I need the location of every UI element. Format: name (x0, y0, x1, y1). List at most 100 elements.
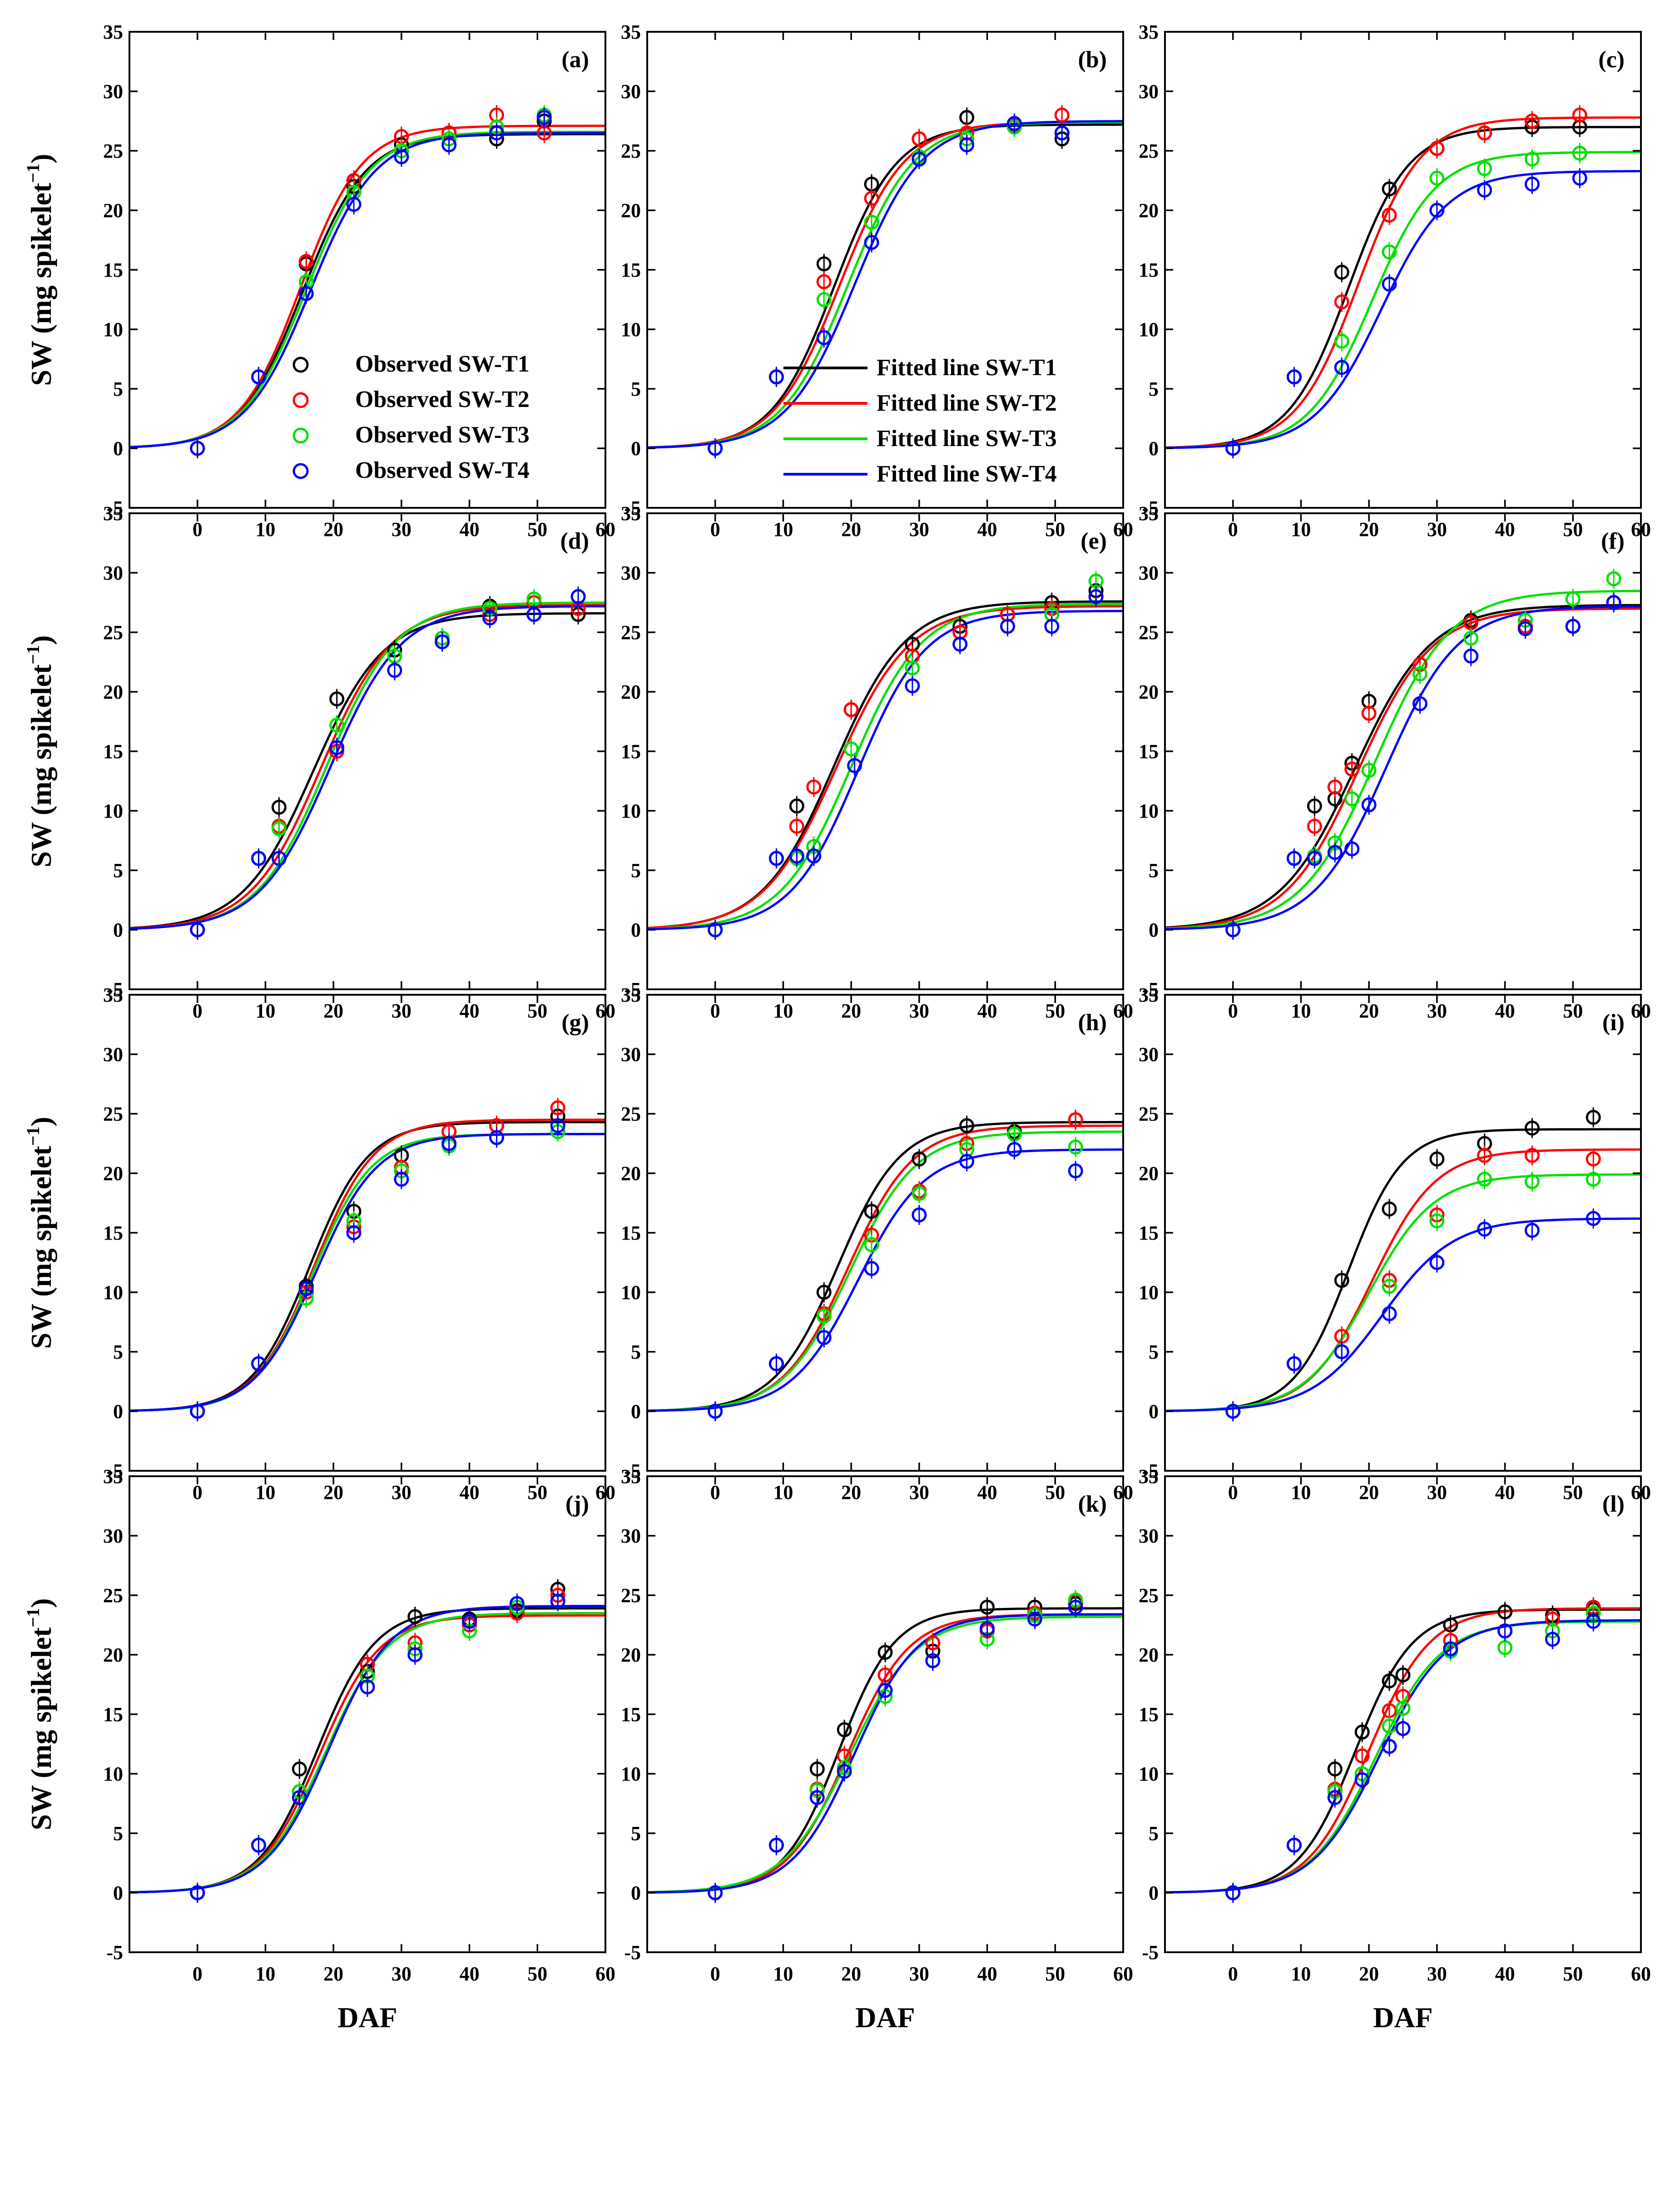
observed-point-t4 (1586, 1211, 1601, 1226)
fitted-line-t3 (647, 1131, 1123, 1412)
y-tick-label: 25 (103, 1584, 123, 1607)
observed-point-t4 (1334, 1344, 1349, 1360)
y-tick-label: 20 (1139, 199, 1159, 222)
x-tick-label: 0 (710, 1963, 720, 1985)
x-tick-label: 50 (1563, 1963, 1583, 1985)
panel-label: (d) (560, 528, 589, 554)
x-tick-label: 50 (1563, 1000, 1583, 1022)
observed-point-t3 (816, 1308, 832, 1324)
observed-point-t1 (292, 1761, 307, 1777)
x-tick-label: 30 (1427, 518, 1447, 541)
x-tick-label: 50 (527, 1963, 547, 1985)
x-tick-label: 20 (841, 1481, 861, 1503)
observed-point-t4 (708, 1404, 723, 1419)
observed-point-t4 (441, 1136, 457, 1151)
x-tick-label: 30 (1427, 1963, 1447, 1985)
y-tick-label: 20 (1139, 1162, 1159, 1185)
observed-point-t4 (1497, 1623, 1513, 1639)
observed-point-t4 (190, 922, 205, 938)
x-tick-label: 50 (1045, 1963, 1065, 1985)
y-tick-label: 30 (1139, 1043, 1159, 1066)
x-tick-label: 30 (392, 1481, 411, 1503)
observed-point-t4 (1225, 922, 1241, 938)
y-tick-label: 25 (1139, 1103, 1159, 1125)
observed-point-t3 (1361, 763, 1377, 778)
observed-point-t4 (1477, 1221, 1492, 1237)
observed-point-t2 (1429, 141, 1445, 156)
observed-point-t4 (298, 286, 314, 301)
x-tick-label: 30 (1427, 1481, 1447, 1503)
legend-label: Observed SW-T1 (355, 351, 530, 377)
x-tick-label: 10 (1291, 518, 1311, 541)
observed-point-t1 (1334, 1273, 1349, 1288)
panel-label: (j) (565, 1491, 589, 1517)
y-tick-label: 0 (631, 1400, 641, 1423)
observed-point-t3 (1429, 170, 1445, 186)
y-tick-label: 20 (103, 1162, 123, 1185)
observed-point-t1 (980, 1599, 995, 1615)
legend-marker-t2 (292, 392, 309, 408)
y-tick-label: 35 (1139, 1465, 1159, 1488)
y-axis-title: SW (mg spikelet−1) (23, 1598, 57, 1831)
x-tick-label: 20 (1359, 1963, 1379, 1985)
observed-point-t4 (292, 1790, 307, 1805)
y-tick-label: 25 (621, 1584, 641, 1607)
observed-point-t4 (837, 1764, 852, 1779)
observed-point-t2 (864, 191, 879, 206)
x-tick-label: 0 (710, 1000, 720, 1022)
fitted-line-t4 (647, 1148, 1123, 1412)
observed-point-t4 (526, 607, 542, 622)
x-tick-label: 50 (527, 518, 547, 541)
x-tick-label: 50 (527, 1481, 547, 1503)
observed-point-t4 (251, 1837, 266, 1853)
observed-point-t3 (271, 821, 287, 836)
y-tick-label: -5 (1142, 1460, 1159, 1482)
fitted-line-t2 (1165, 607, 1641, 929)
observed-point-t4 (912, 1207, 927, 1223)
legend-label: Observed SW-T4 (355, 457, 530, 483)
observed-point-t4 (768, 851, 784, 866)
observed-point-t2 (806, 779, 822, 795)
observed-point-t4 (190, 1885, 205, 1900)
observed-point-t1 (1429, 1151, 1445, 1167)
x-tick-label: 20 (1359, 1000, 1379, 1022)
observed-point-t3 (1068, 1139, 1083, 1155)
observed-point-t4 (980, 1621, 995, 1636)
panel-l: -5 0 5 10 15 20 25 30 35 0 10 20 30 40 50 60 (l) DAF (1139, 1465, 1651, 2034)
x-tick-label: 60 (1113, 1963, 1133, 1985)
x-tick-label: 40 (460, 1963, 480, 1985)
x-tick-label: 10 (773, 1481, 793, 1503)
x-tick-label: 0 (1228, 1481, 1238, 1503)
x-tick-label: 20 (323, 518, 343, 541)
y-tick-label: 10 (621, 1281, 641, 1304)
observed-point-t4 (329, 740, 345, 755)
fitted-curves (1165, 116, 1641, 449)
x-tick-label: 20 (1359, 1481, 1379, 1503)
observed-point-t2 (1361, 705, 1377, 721)
observed-point-t4 (1429, 203, 1445, 218)
observed-point-t4 (1517, 621, 1533, 636)
observed-point-t1 (959, 1118, 975, 1133)
observed-point-t2 (1572, 107, 1587, 123)
fitted-line-t3 (1165, 1173, 1641, 1412)
fitted-curves (647, 600, 1123, 931)
observed-point-t4 (1327, 845, 1343, 860)
observed-point-t3 (816, 292, 832, 307)
y-tick-label: 5 (631, 1822, 641, 1845)
y-tick-label: -5 (624, 978, 641, 1001)
legend-label: Fitted line SW-T2 (877, 390, 1057, 416)
observed-point-t4 (1354, 1772, 1370, 1787)
panel-label: (g) (561, 1010, 589, 1036)
y-axis-title: SW (mg spikelet−1) (23, 154, 57, 386)
y-tick-label: 35 (1139, 984, 1159, 1006)
y-tick-label: 15 (621, 259, 641, 281)
observed-point-t2 (1524, 1148, 1540, 1163)
x-tick-label: 0 (1228, 518, 1238, 541)
y-tick-label: 30 (1139, 1525, 1159, 1547)
